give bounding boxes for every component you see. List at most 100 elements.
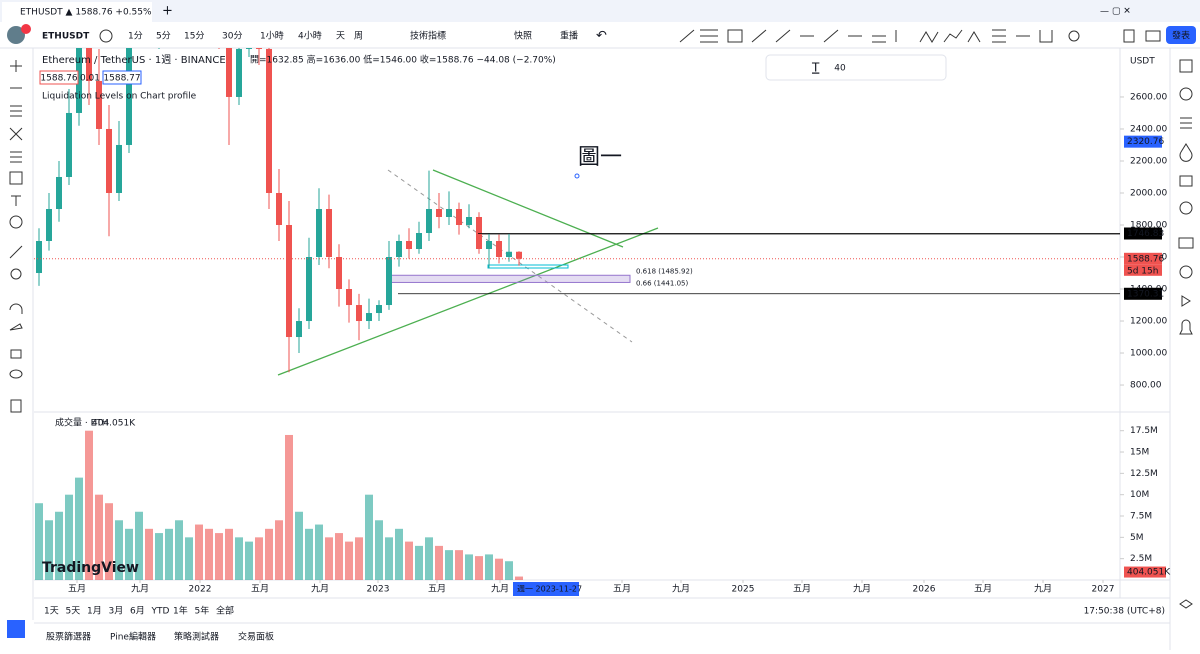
symbol-search[interactable]: ETHUSDT [42,32,90,42]
x-tick-label: 五月 [251,584,269,595]
ask-box[interactable] [102,70,142,85]
volume-bar [425,537,433,580]
x-tick-label: 九月 [491,584,509,595]
x-tick-label: 九月 [853,584,871,595]
volume-bar [295,511,303,580]
y-tick-label: 2000.00 [1130,188,1167,198]
range-button[interactable]: 全部 [216,605,234,617]
volume-bar [45,520,53,580]
indicators[interactable]: 技術指標 [410,30,446,42]
anchor[interactable] [574,173,580,179]
candle-body [506,251,512,258]
range-button[interactable]: 1月 [87,606,102,617]
volume-bar [285,434,293,580]
text-tool[interactable]: T [811,61,820,75]
y-tick-label: 1000.00 [1130,349,1167,359]
volume-bar [475,556,483,580]
volume-bar [115,520,123,580]
volume-bar [375,520,383,580]
publish-button[interactable] [1166,26,1196,44]
candle-body [426,208,432,234]
bottom-tab[interactable]: 股票篩選器 [46,631,91,643]
clock: 17:50:38 (UTC+8) [1084,607,1165,617]
countdown: 5d 15h [1127,266,1158,276]
ohlc-legend: 開=1632.85 高=1636.00 低=1546.00 收=1588.76 … [250,54,556,66]
currency[interactable]: USDT [1130,57,1155,67]
replay[interactable]: 重播 [560,30,578,42]
interval[interactable]: 1分 [128,31,143,42]
date-label-bg [513,582,579,596]
range-button[interactable]: 6月 [130,606,145,617]
snapshot[interactable]: 快照 [514,30,532,42]
publish-label: 發表 [1172,30,1190,42]
x-tick-label: 九月 [131,584,149,595]
level-label-bg [1124,287,1162,300]
range-button[interactable]: 5年 [195,605,210,617]
level-label: 1370.31 [1127,289,1164,299]
volume-bar [235,537,243,580]
volume-bar [345,541,353,580]
bottom-tab[interactable]: Pine編輯器 [110,631,156,643]
volume-bar [355,537,363,580]
y-tick-label: 12.5M [1130,469,1158,479]
font-size[interactable]: 40 [834,64,846,74]
interval[interactable]: 30分 [222,31,242,42]
bid-box[interactable] [39,70,79,85]
x-tick-label: 五月 [68,584,86,595]
interval[interactable]: 天 [336,32,345,42]
undo[interactable]: ↶ [596,29,607,44]
x-tick-label: 九月 [1034,584,1052,595]
y-tick-label: 15M [1130,448,1149,458]
sidebar-toggle[interactable] [7,620,25,638]
x-tick-label: 2023 [367,585,390,595]
trendline[interactable] [432,169,624,248]
range-button[interactable]: 1天 [44,607,59,617]
interval[interactable]: 4小時 [298,31,322,42]
spread: 0.01 [80,74,100,84]
candle-body [306,257,312,322]
candle-body [76,48,82,113]
bid: 1588.76 [40,74,77,84]
volume-bar [195,524,203,580]
window-controls[interactable]: — ▢ ✕ [1100,7,1131,17]
ask: 1588.77 [103,74,140,84]
y-tick-label: 1200.00 [1130,317,1167,327]
avatar[interactable] [7,26,25,44]
range-button[interactable]: 5天 [66,607,81,617]
volume-bar [515,576,523,580]
interval[interactable]: 5分 [156,31,171,42]
interval[interactable]: 周 [354,31,363,42]
y-tick-label: 2600.00 [1130,92,1167,102]
x-tick-label: 五月 [793,584,811,595]
bottom-tab[interactable]: 策略測試器 [174,631,219,643]
volume-bar [495,558,503,580]
volume-bar [105,503,113,580]
y-tick-label: 800.00 [1130,381,1162,391]
volume-bar [55,511,63,580]
candle-body [86,48,92,81]
trendline[interactable] [277,227,659,376]
volume-bar [145,528,153,580]
x-tick-label: 九月 [672,584,690,595]
new-tab[interactable]: + [162,4,173,19]
fib-zone[interactable] [389,274,631,283]
indicator: Liquidation Levels on Chart profile [42,92,197,102]
volume-bar [265,528,273,580]
candle-body [126,48,132,145]
candle-body [36,241,42,274]
annotation[interactable]: 圖一 [578,145,622,170]
left-tools [9,60,23,413]
x-tick-label: 2022 [189,585,212,595]
candle-body [396,241,402,258]
range-button[interactable]: 3月 [109,606,124,617]
box[interactable] [487,264,569,269]
drawing-icons [679,29,1161,43]
range-button[interactable]: YTD [151,607,170,617]
volume-bar [505,561,513,580]
interval[interactable]: 1小時 [260,31,284,42]
interval[interactable]: 15分 [184,31,204,42]
compare[interactable] [99,29,113,43]
tab[interactable] [2,2,152,22]
bottom-tab[interactable]: 交易面板 [238,631,274,643]
range-button[interactable]: 1年 [173,605,188,617]
